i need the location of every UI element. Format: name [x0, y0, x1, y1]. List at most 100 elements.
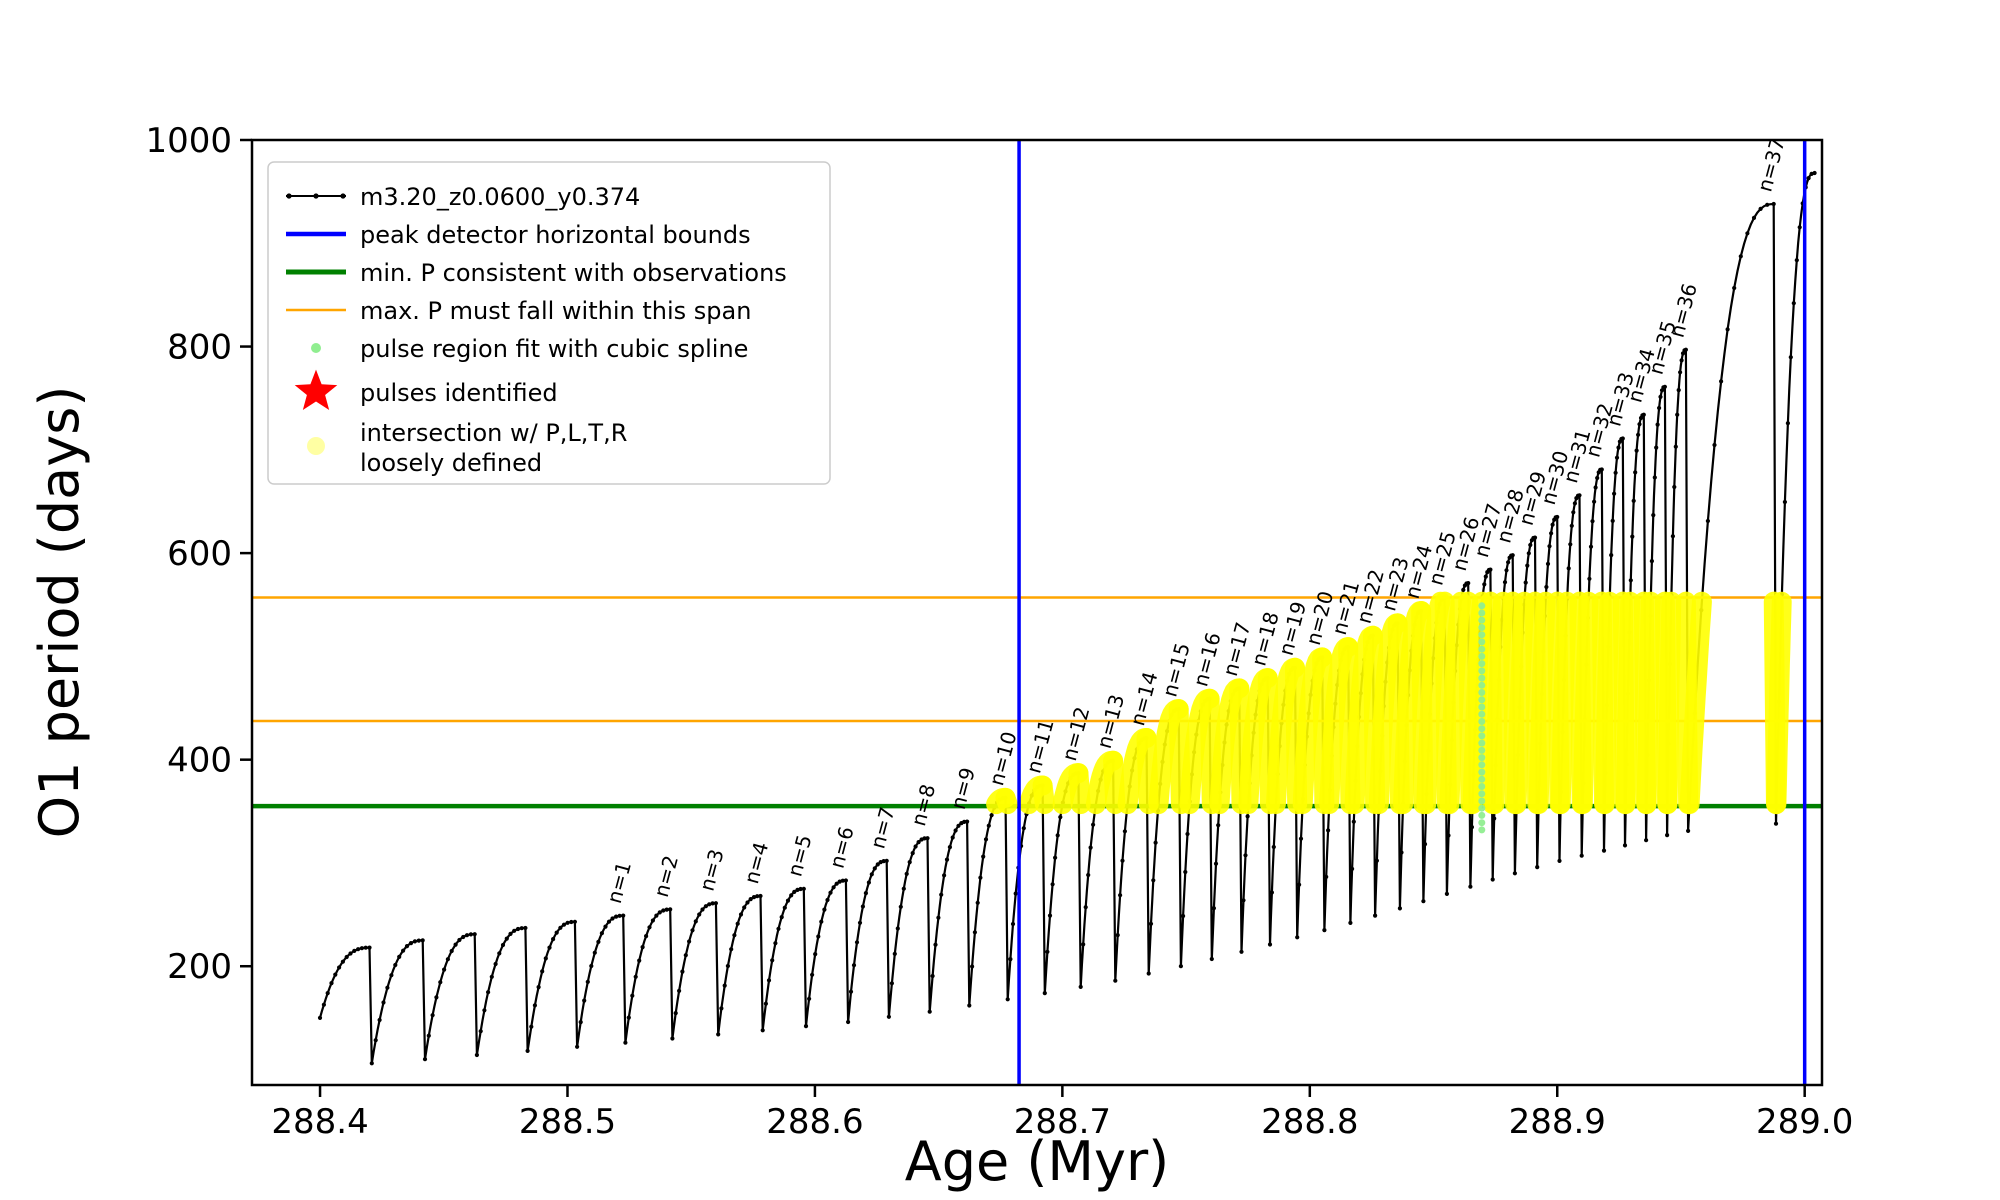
y-tick-label: 1000: [145, 121, 232, 161]
series-marker-dot: [825, 897, 830, 903]
series-marker-dot: [1504, 568, 1509, 573]
series-marker-dot: [869, 872, 874, 877]
series-marker-dot: [1422, 842, 1428, 847]
series-marker-dot: [673, 1011, 678, 1016]
series-marker-dot: [1545, 561, 1551, 567]
series-marker-dot: [1183, 869, 1188, 875]
series-marker-dot: [789, 893, 794, 898]
series-marker-dot: [1178, 964, 1183, 969]
series-marker-dot: [442, 967, 447, 972]
series-marker-dot: [493, 961, 498, 967]
series-marker-dot: [1267, 942, 1273, 947]
series-marker-dot: [1181, 913, 1186, 919]
spline-region-dot: [1478, 645, 1486, 653]
series-marker-dot: [1633, 470, 1638, 475]
spline-region-dot: [1478, 689, 1486, 696]
series-marker-dot: [1566, 566, 1571, 571]
legend: m3.20_z0.0600_y0.374 peak detector horiz…: [267, 161, 831, 485]
series-marker-dot: [369, 1061, 374, 1066]
intersection-marker: [1506, 591, 1535, 815]
series-marker-dot: [700, 907, 705, 912]
series-marker-dot: [1492, 816, 1497, 821]
series-marker-dot: [1705, 518, 1710, 524]
series-marker-dot: [626, 1015, 631, 1020]
series-marker-dot: [1555, 514, 1560, 520]
series-marker-dot: [690, 928, 695, 933]
series-marker-dot: [1569, 523, 1574, 528]
pulse-number-label: n=37: [1752, 135, 1789, 194]
series-marker-dot: [1758, 206, 1763, 211]
series-marker-dot: [1482, 582, 1487, 587]
series-marker-dot: [344, 954, 349, 960]
series-marker-dot: [644, 934, 649, 939]
series-marker-dot: [512, 928, 517, 933]
series-marker-dot: [889, 981, 895, 986]
series-marker-dot: [664, 907, 669, 912]
series-dot-swatch: [286, 193, 292, 199]
y-axis-label: O1 period (days): [28, 386, 91, 839]
series-marker-dot: [426, 1033, 431, 1038]
yellow-dot-swatch: [307, 437, 325, 455]
series-marker-dot: [776, 926, 781, 931]
series-marker-dot: [333, 972, 338, 977]
series-marker-dot: [1490, 877, 1495, 882]
series-marker-dot: [606, 919, 612, 924]
spline-region-dot: [1478, 746, 1486, 754]
spline-region-dot: [1478, 826, 1486, 834]
series-marker-dot: [922, 836, 927, 841]
series-marker-dot: [680, 969, 685, 974]
series-marker-dot: [936, 915, 941, 920]
series-marker-dot: [1579, 853, 1584, 858]
series-marker-dot: [913, 844, 918, 849]
series-marker-dot: [1587, 576, 1592, 581]
legend-item-spline: pulse region fit with cubic spline: [311, 335, 748, 363]
pulse-number-label: n=11: [1021, 717, 1058, 776]
series-marker-dot: [519, 926, 524, 931]
series-marker-dot: [1298, 836, 1304, 841]
y-tick-label: 400: [167, 741, 232, 781]
series-marker-dot: [434, 995, 439, 1000]
series-marker-dot: [1557, 858, 1562, 864]
series-marker-dot: [1631, 498, 1636, 503]
series-marker-dot: [1243, 853, 1248, 858]
series-marker-dot: [585, 979, 590, 985]
series-marker-dot: [801, 886, 806, 891]
series-marker-dot: [1592, 499, 1597, 504]
series-marker-dot: [582, 998, 587, 1003]
series-marker-dot: [1297, 882, 1302, 887]
series-marker-dot: [1549, 531, 1554, 536]
series-marker-dot: [970, 964, 975, 969]
series-marker-dot: [529, 1024, 534, 1029]
intersection-marker: [995, 787, 1018, 815]
series-marker-dot: [798, 886, 803, 892]
legend-label-min-p: min. P consistent with observations: [360, 259, 787, 287]
series-marker-dot: [1523, 580, 1528, 585]
series-marker-dot: [1245, 814, 1250, 819]
pulse-number-label: n=3: [695, 847, 729, 894]
series-marker-dot: [547, 945, 552, 950]
series-marker-dot: [1679, 358, 1684, 363]
pulse-number-label: n=1: [602, 859, 636, 906]
series-marker-dot: [453, 942, 458, 947]
x-tick-label: 288.5: [519, 1102, 616, 1142]
series-marker-dot: [1115, 933, 1120, 938]
spline-region-dot: [1478, 616, 1486, 624]
series-marker-dot: [621, 913, 626, 918]
series-marker-dot: [1782, 499, 1787, 505]
series-marker-dot: [1599, 467, 1604, 472]
spline-region-dot: [1478, 631, 1486, 639]
series-marker-dot: [735, 921, 740, 926]
series-marker-dot: [575, 1044, 580, 1049]
series-marker-dot: [1086, 872, 1091, 878]
series-marker-dot: [486, 990, 491, 995]
series-marker-dot: [1045, 949, 1050, 954]
series-marker-dot: [1118, 893, 1123, 898]
spline-region-dot: [1478, 609, 1486, 617]
series-dot-swatch: [313, 193, 319, 199]
series-marker-dot: [482, 1008, 487, 1013]
series-marker-dot: [1806, 176, 1811, 181]
series-marker-dot: [500, 942, 506, 948]
series-marker-dot: [1636, 432, 1641, 437]
series-marker-dot: [340, 959, 345, 964]
series-marker-dot: [907, 860, 912, 865]
